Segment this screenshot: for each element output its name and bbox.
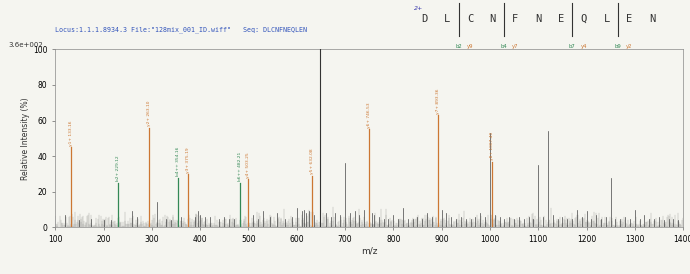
Text: 8: 8 (446, 0, 448, 1)
Text: L: L (444, 14, 451, 24)
Text: y4+ 503.25: y4+ 503.25 (246, 152, 250, 178)
Text: b2: b2 (455, 44, 462, 49)
Text: N: N (489, 14, 496, 24)
Text: b7: b7 (569, 44, 575, 49)
Text: b4++ 354.16: b4++ 354.16 (176, 147, 180, 176)
Text: y6+ 746.53: y6+ 746.53 (367, 102, 371, 128)
Text: 2: 2 (582, 0, 585, 1)
Text: 3.6e+002: 3.6e+002 (8, 42, 43, 48)
Text: L: L (603, 14, 610, 24)
Text: E: E (626, 14, 633, 24)
Text: N: N (649, 14, 655, 24)
Text: 2+: 2+ (414, 6, 423, 11)
Text: 6: 6 (491, 0, 494, 1)
Text: D: D (421, 14, 428, 24)
Text: b9: b9 (615, 44, 621, 49)
Text: y7+ 893.36: y7+ 893.36 (436, 88, 440, 114)
Text: F: F (512, 14, 519, 24)
Text: C: C (466, 14, 473, 24)
Text: Q: Q (580, 14, 587, 24)
Text: b4: b4 (501, 44, 507, 49)
Text: E: E (558, 14, 564, 24)
Text: 5: 5 (514, 0, 517, 1)
Text: b6++ 482.21: b6++ 482.21 (238, 152, 242, 181)
Text: y8+ 1007.40: y8+ 1007.40 (491, 132, 494, 160)
Text: 7: 7 (469, 0, 471, 1)
Y-axis label: Relative Intensity (%): Relative Intensity (%) (21, 97, 30, 180)
Text: y7: y7 (512, 44, 519, 49)
Text: y4: y4 (580, 44, 587, 49)
Text: 4: 4 (537, 0, 540, 1)
Text: y2+ 263.10: y2+ 263.10 (148, 101, 151, 126)
Text: b2+ 229.12: b2+ 229.12 (115, 156, 119, 181)
Text: y1+ 133.16: y1+ 133.16 (69, 120, 73, 146)
Text: 9: 9 (423, 0, 426, 1)
Text: Locus:1.1.1.8934.3 File:"128mix_001_ID.wiff"   Seq: DLCNFNEQLEN: Locus:1.1.1.8934.3 File:"128mix_001_ID.w… (55, 26, 307, 33)
Text: y9: y9 (466, 44, 473, 49)
Text: y5+ 632.08: y5+ 632.08 (310, 149, 314, 174)
Text: 1: 1 (605, 0, 608, 1)
X-axis label: m/z: m/z (361, 247, 377, 256)
Text: 3: 3 (560, 0, 562, 1)
Text: N: N (535, 14, 542, 24)
Text: y3+ 375.19: y3+ 375.19 (186, 147, 190, 173)
Text: y2: y2 (626, 44, 633, 49)
